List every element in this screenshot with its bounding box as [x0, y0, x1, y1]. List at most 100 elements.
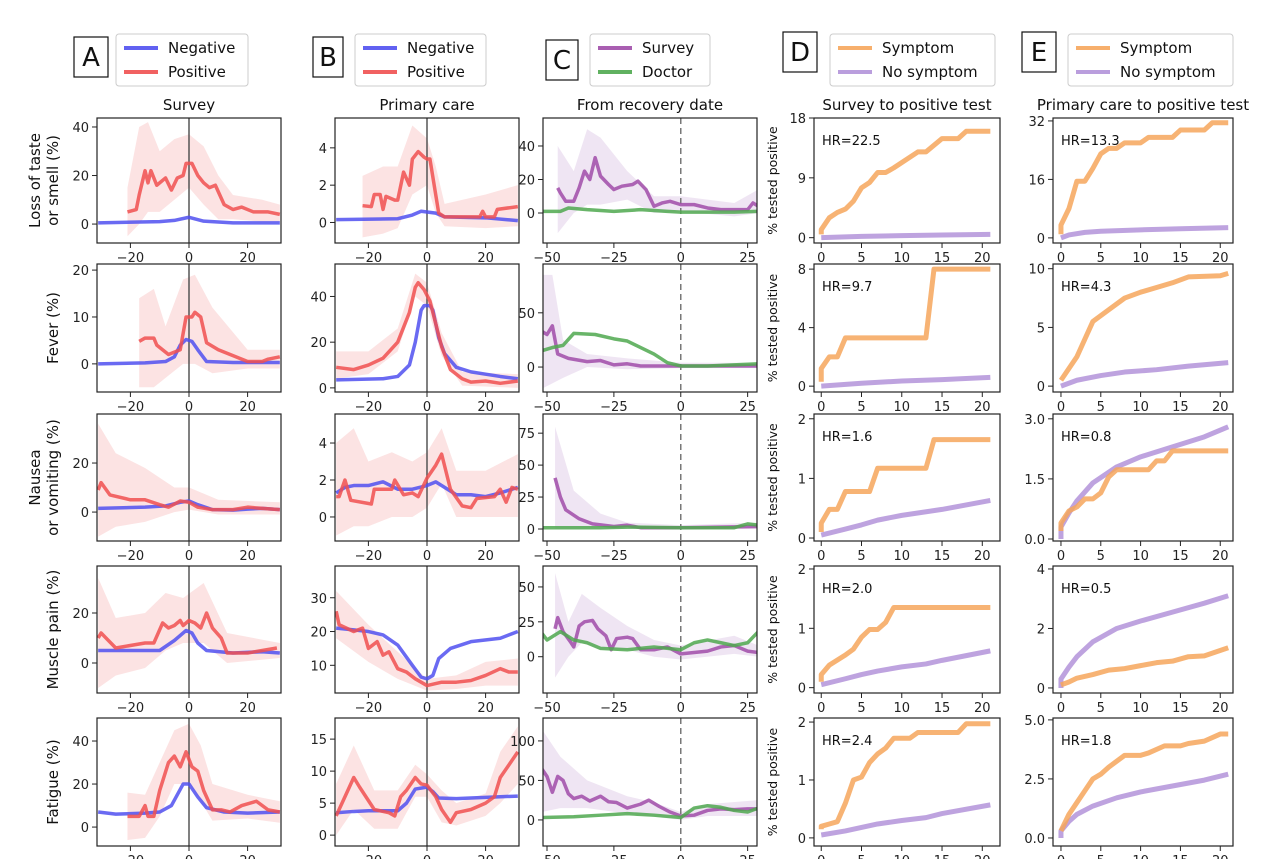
series-line-negative: [336, 626, 519, 681]
y-tick-label: 0: [798, 232, 806, 247]
x-tick-label: 5: [857, 251, 865, 266]
series-line-survey: [543, 324, 757, 368]
legend-label: Positive: [168, 63, 226, 81]
x-tick-label: 0: [185, 251, 193, 266]
hazard-ratio-annotation: HR=9.7: [822, 280, 872, 295]
x-tick-label: −25: [600, 549, 627, 564]
x-tick-label: 10: [893, 251, 910, 266]
subplot-2-2: −50 −25 0 25 0 25 50 75: [518, 413, 758, 564]
subplot-0-4: −20 0 20 0 20 40: [72, 717, 282, 859]
series-line-no-symptom: [821, 374, 991, 389]
y-tick-label: 20: [72, 607, 89, 622]
series-line-survey: [543, 767, 757, 818]
y-axis-label: % tested positive: [765, 423, 780, 532]
y-tick-label: 20: [72, 778, 89, 793]
y-tick-label: 0: [798, 532, 806, 547]
row-label: Muscle pain (%): [44, 570, 62, 690]
x-tick-label: 20: [974, 549, 991, 564]
y-axis-label: % tested positive: [765, 273, 780, 382]
y-tick-label: 40: [518, 140, 535, 155]
hazard-ratio-annotation: HR=2.4: [822, 734, 872, 749]
y-tick-label: 0: [1037, 682, 1045, 697]
row-label-line: or vomiting (%): [44, 419, 62, 536]
plot-area: [1058, 731, 1229, 838]
y-tick-label: 10: [310, 659, 327, 674]
series-line-symptom: [818, 605, 991, 682]
column-title: Survey to positive test: [822, 96, 991, 114]
x-tick-label: 5: [857, 549, 865, 564]
x-tick-label: 20: [1212, 400, 1229, 415]
y-tick-label: 0: [319, 829, 327, 844]
y-tick-label: 20: [72, 457, 89, 472]
x-tick-label: 10: [1132, 854, 1149, 859]
column-header-B: B Negative Positive Primary care: [312, 33, 487, 114]
y-axis-label: % tested positive: [765, 126, 780, 235]
axes-frame: [542, 117, 758, 244]
series-line-positive: [97, 611, 278, 655]
y-tick-label: 0: [798, 832, 806, 847]
column-title: Primary care to positive test: [1037, 96, 1249, 114]
x-tick-label: 0: [1057, 549, 1065, 564]
series-line-negative: [335, 480, 519, 499]
row-label-line: Loss of taste: [26, 133, 44, 228]
legend-label: Symptom: [882, 39, 954, 57]
series-line-symptom: [1058, 270, 1229, 382]
x-tick-label: 0: [817, 400, 825, 415]
y-tick-label: 3.0: [1024, 413, 1045, 428]
subplot-3-3: 0 5 10 15 20 0 1 2 HR=2.0: [798, 563, 1001, 716]
subplot-0-0: −20 0 20 0 20 40: [72, 117, 282, 266]
panel-letter: B: [319, 43, 337, 73]
plot-area: [336, 118, 519, 243]
subplot-3-1: 0 5 10 15 20 0 4 8 HR=9.7: [798, 263, 1001, 415]
confidence-band: [555, 426, 757, 529]
x-tick-label: 0: [1057, 701, 1065, 716]
x-tick-label: 25: [739, 400, 756, 415]
subplot-2-1: −50 −25 0 25 0 50: [518, 263, 758, 415]
y-tick-label: 18: [789, 112, 806, 127]
confidence-band: [557, 129, 757, 234]
hazard-ratio-annotation: HR=1.6: [822, 430, 872, 445]
y-tick-label: 0.0: [1024, 533, 1045, 548]
y-tick-label: 1: [798, 774, 806, 789]
y-tick-label: 0: [81, 506, 89, 521]
subplot-0-2: −20 0 20 0 20: [72, 413, 282, 564]
y-tick-label: 4: [798, 322, 806, 337]
x-tick-label: −50: [533, 549, 560, 564]
y-tick-label: 0: [81, 657, 89, 672]
x-tick-label: 0: [677, 549, 685, 564]
series-line-symptom: [1058, 731, 1229, 832]
series-line-positive: [335, 610, 518, 688]
plot-area: [1058, 270, 1229, 389]
y-tick-label: 0: [527, 651, 535, 666]
x-tick-label: 0: [677, 854, 685, 859]
y-tick-label: 50: [518, 581, 535, 596]
axes-frame: [542, 263, 758, 393]
confidence-band: [362, 125, 518, 238]
x-tick-label: −50: [533, 400, 560, 415]
subplot-0-1: −20 0 20 0 10 20: [72, 263, 282, 415]
plot-area: [543, 264, 757, 392]
y-tick-label: 5: [319, 797, 327, 812]
x-tick-label: −20: [355, 251, 382, 266]
x-tick-label: 0: [817, 251, 825, 266]
column-title: From recovery date: [577, 96, 723, 114]
subplot-3-0: 0 5 10 15 20 0 9 18 HR=22.5: [789, 112, 1001, 266]
x-tick-label: −20: [355, 701, 382, 716]
axes-frame: [542, 413, 758, 542]
series-line-no-symptom: [820, 802, 991, 838]
x-tick-label: 5: [857, 701, 865, 716]
plot-area: [335, 264, 519, 392]
x-tick-label: −20: [117, 400, 144, 415]
row-label: Fever (%): [44, 292, 62, 364]
series-line-survey: [556, 155, 757, 212]
y-tick-label: 15: [310, 733, 327, 748]
y-tick-label: 4: [1037, 563, 1045, 578]
x-tick-label: 0: [423, 400, 431, 415]
subplot-1-0: −20 0 20 0 2 4: [319, 117, 520, 266]
x-tick-label: 25: [739, 701, 756, 716]
x-tick-label: 15: [934, 701, 951, 716]
y-tick-label: 4: [319, 437, 327, 452]
x-tick-label: 20: [1212, 701, 1229, 716]
x-tick-label: 10: [1132, 549, 1149, 564]
x-tick-label: 5: [1097, 854, 1105, 859]
